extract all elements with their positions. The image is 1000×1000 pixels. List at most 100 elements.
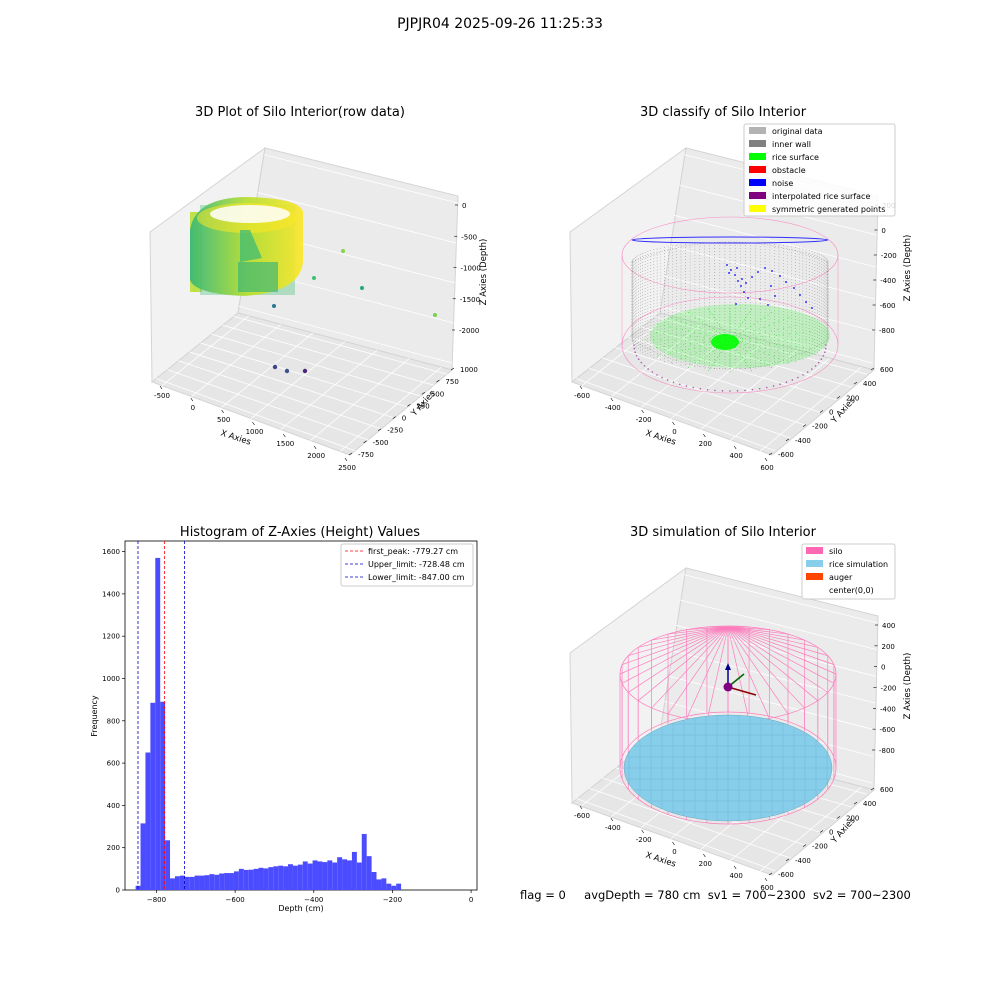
z-tick-label: -2000: [459, 327, 479, 335]
rice-surface-point: [722, 329, 724, 331]
y-tick-label: 1600: [102, 548, 120, 556]
grid-line-y: [640, 326, 852, 388]
rice-surface-point: [703, 342, 705, 344]
grid-line-y: [627, 336, 837, 401]
silo-roof-line: [727, 626, 789, 715]
x-tick-mark: [733, 445, 737, 450]
x-tick-label: 0: [469, 896, 473, 904]
rice-surface-point: [649, 331, 651, 333]
y-tick-mark: [870, 367, 875, 371]
y-tick-label: -250: [387, 427, 403, 435]
x-tick-mark: [610, 397, 614, 402]
rice-surface-point: [748, 332, 750, 334]
y-tick-label: 250: [416, 402, 429, 410]
histogram-bar: [386, 883, 392, 890]
rice-surface-point: [696, 336, 698, 338]
legend-label: obstacle: [772, 166, 806, 175]
rice-surface-point: [798, 339, 800, 341]
rice-surface-point: [770, 339, 772, 341]
histogram-bar: [396, 883, 402, 890]
y-tick-label: 0: [116, 887, 120, 895]
rice-surface-point: [773, 322, 775, 324]
rice-surface-point: [749, 367, 751, 369]
rice-surface-point: [695, 352, 697, 354]
histogram-bar: [283, 866, 289, 890]
x-tick-label: 0: [191, 404, 195, 412]
y-tick-mark: [802, 424, 807, 427]
rice-surface-point: [717, 357, 719, 359]
noise-point: [799, 294, 801, 296]
rice-surface-point: [732, 334, 734, 336]
rice-surface-point: [788, 317, 790, 319]
interpolated-surface-point: [635, 354, 638, 357]
rice-surface-point: [767, 364, 769, 366]
grid-line-z: [683, 574, 878, 624]
rice-surface-point: [801, 355, 803, 357]
panel-4-legend: silo rice simulation auger center(0,0): [801, 543, 896, 600]
z-tick-label: -400: [880, 277, 896, 285]
histogram-bar: [155, 557, 161, 890]
interpolated-surface-point: [824, 347, 827, 350]
histogram-bar: [263, 868, 269, 890]
grid-line-x: [191, 324, 282, 397]
rice-surface-point: [715, 319, 717, 321]
histogram-bar: [204, 875, 210, 890]
rice-surface-point: [791, 339, 793, 341]
silo-roof-line: [651, 626, 729, 641]
silo-roof-line: [637, 626, 729, 701]
interpolated-surface-point: [822, 354, 825, 357]
rice-surface-point: [669, 345, 671, 347]
panel-1-pane-floor: [150, 312, 454, 456]
legend-swatch: [806, 560, 823, 567]
rice-surface-point: [729, 368, 731, 370]
rice-surface-point: [745, 362, 747, 364]
rice-surface-point: [724, 332, 726, 334]
x-tick-mark: [610, 817, 614, 822]
x-tick-mark: [159, 385, 163, 390]
rice-surface-point: [742, 338, 744, 340]
rice-surface-point: [681, 339, 683, 341]
z-tick-label: -600: [880, 726, 896, 734]
rice-surface-point: [777, 349, 779, 351]
noise-point: [774, 295, 776, 297]
grid-line-z: [673, 214, 876, 268]
rice-surface-point: [729, 315, 731, 317]
rice-surface-point: [746, 335, 748, 337]
rice-surface-point: [649, 347, 651, 349]
noise-point: [764, 267, 766, 269]
rice-surface-point: [710, 332, 712, 334]
rice-surface-point: [681, 349, 683, 351]
rice-surface-point: [738, 351, 740, 353]
rice-surface-point: [768, 354, 770, 356]
rice-surface-point: [676, 334, 678, 336]
noise-point: [793, 287, 795, 289]
y-tick-label: 200: [107, 844, 120, 852]
rice-surface-point: [758, 350, 760, 352]
x-tick-label: 0: [672, 848, 676, 856]
histogram-bar: [347, 860, 352, 890]
y-tick-label: -200: [812, 423, 828, 431]
panel-1-title: 3D Plot of Silo Interior(row data): [195, 105, 405, 120]
rice-surface-point: [698, 359, 700, 361]
y-tick-mark: [392, 416, 396, 419]
grid-line-y: [178, 360, 382, 430]
rice-surface-point: [695, 326, 697, 328]
rice-surface-point: [753, 348, 755, 350]
panel-4-x-ticks: -600 -400 -200 0 200 400 600: [574, 805, 774, 892]
y-tick-mark: [450, 367, 455, 371]
legend-swatch: [806, 573, 823, 580]
rice-surface-point: [796, 346, 798, 348]
x-tick-label: 400: [729, 872, 742, 880]
rice-surface-point: [675, 359, 677, 361]
silo-roof-line: [727, 626, 770, 719]
rice-surface-point: [753, 323, 755, 325]
silo-roof-line: [727, 626, 805, 709]
noise-point: [811, 307, 813, 309]
x-tick-label: 2500: [338, 464, 356, 472]
interpolated-surface-point: [721, 390, 724, 392]
rice-surface-point: [709, 367, 711, 369]
x-tick-label: 1500: [276, 440, 294, 448]
y-tick-label: 1200: [102, 633, 120, 641]
rice-surface-point: [708, 309, 710, 311]
x-tick-mark: [703, 853, 706, 858]
